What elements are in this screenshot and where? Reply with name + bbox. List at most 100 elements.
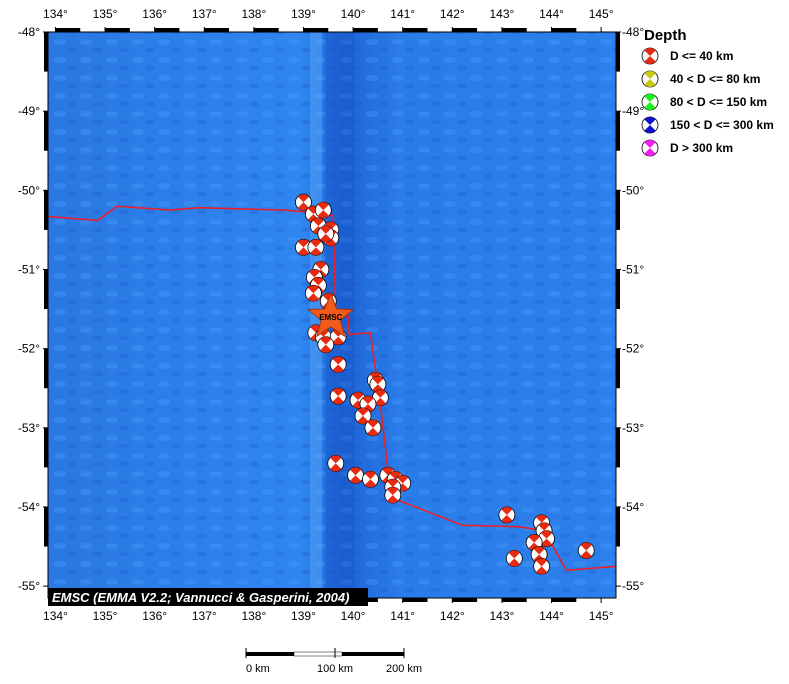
beachball-quadrant xyxy=(364,471,377,480)
lat-label-left: -50° xyxy=(18,183,40,197)
frame-segment-top xyxy=(452,28,478,32)
lat-label-right: -49° xyxy=(622,104,644,118)
beachball-quadrant xyxy=(387,495,399,504)
beachball-quadrant xyxy=(307,285,320,294)
credit-box: EMSC (EMMA V2.2; Vannucci & Gasperini, 2… xyxy=(48,588,368,606)
focal-mechanism xyxy=(354,407,372,425)
focal-mechanism xyxy=(577,542,595,559)
frame-segment-left xyxy=(44,190,48,230)
legend-beachball-quadrant xyxy=(644,79,656,87)
beachball-quadrant xyxy=(349,467,362,476)
lat-label-left: -55° xyxy=(18,579,40,593)
beachball-quadrant xyxy=(332,336,344,345)
focal-mechanism xyxy=(327,455,345,472)
lon-label-bottom: 143° xyxy=(489,609,514,623)
beachball-quadrant xyxy=(538,522,550,531)
frame-segment-top xyxy=(253,28,279,32)
beachball-quadrant xyxy=(397,475,409,484)
focal-mechanism xyxy=(384,486,402,504)
focal-mechanism xyxy=(304,284,322,302)
beachball-quadrant xyxy=(508,558,520,567)
focal-mechanism xyxy=(362,470,379,488)
focal-mechanism xyxy=(329,356,347,373)
beachball-quadrant xyxy=(310,324,322,333)
focal-mechanism xyxy=(329,387,347,405)
legend-beachball-quadrant xyxy=(644,71,656,79)
scale-label-200: 200 km xyxy=(386,663,422,675)
focal-mechanism xyxy=(533,557,550,575)
beachball-quadrant xyxy=(387,479,399,488)
frame-segment-right xyxy=(616,111,620,151)
beachball-quadrant xyxy=(540,530,553,539)
beachball-quadrant xyxy=(317,210,329,219)
beachball-quadrant xyxy=(297,247,310,256)
beachball-quadrant xyxy=(580,542,592,551)
frame-segment-right xyxy=(616,269,620,310)
beachball-quadrant xyxy=(389,471,401,480)
frame-segment-right xyxy=(616,32,620,72)
focal-mechanism xyxy=(295,193,312,211)
beachball-quadrant xyxy=(501,506,513,515)
lat-label-right: -50° xyxy=(622,183,644,197)
latitude-labels-left: -48° -49° -50° -51° -52° -53° -54° -55° xyxy=(18,25,40,593)
beachball-quadrant xyxy=(320,336,332,345)
frame-segment-bottom xyxy=(402,598,428,602)
beachball-quadrant xyxy=(320,344,332,353)
lat-label-left: -49° xyxy=(18,104,40,118)
frame-segment-top xyxy=(501,28,527,32)
focal-mechanism xyxy=(307,238,325,256)
scale-bar: 0 km 100 km 200 km xyxy=(245,648,422,675)
epicenter-star xyxy=(306,291,355,338)
beachball-quadrant xyxy=(332,388,344,397)
frame-segment-top xyxy=(551,28,577,32)
legend-item: 150 < D <= 300 km xyxy=(641,116,774,134)
frame-segment-bottom xyxy=(452,598,478,602)
lon-label-top: 143° xyxy=(489,7,514,21)
beachball-quadrant xyxy=(528,534,540,543)
frame-segment-right xyxy=(616,427,620,468)
lat-label-left: -53° xyxy=(18,421,40,435)
credit-text: EMSC (EMMA V2.2; Vannucci & Gasperini, 2… xyxy=(52,590,349,605)
beachball-quadrant xyxy=(349,475,362,484)
beachball-quadrant xyxy=(508,550,520,559)
beachball-quadrant xyxy=(580,550,592,559)
lon-label-bottom: 134° xyxy=(43,609,68,623)
beachball-quadrant xyxy=(374,389,387,398)
legend-item: 80 < D <= 150 km xyxy=(641,93,767,111)
lon-label-top: 138° xyxy=(241,7,266,21)
lon-label-top: 139° xyxy=(291,7,316,21)
focal-mechanism xyxy=(498,506,516,524)
beachball-quadrant xyxy=(332,356,344,365)
beachball-quadrant xyxy=(317,202,329,211)
legend-beachball-quadrant xyxy=(644,148,656,156)
focal-mechanism xyxy=(295,238,312,256)
lon-label-bottom: 138° xyxy=(241,609,266,623)
frame-segment-top xyxy=(105,28,130,32)
beachball-quadrant xyxy=(320,225,332,234)
lon-label-bottom: 144° xyxy=(539,609,564,623)
beachball-quadrant xyxy=(357,407,369,416)
frame-segment-top xyxy=(353,28,378,32)
legend: Depth D <= 40 km 40 < D <= 80 km 80 < D <=… xyxy=(641,27,774,157)
plate-boundary-line xyxy=(48,205,616,572)
focal-mechanism-layer xyxy=(295,193,595,575)
beachball-quadrant xyxy=(372,376,384,385)
beachball-quadrant xyxy=(307,293,320,302)
lat-label-right: -53° xyxy=(622,421,644,435)
epicenter-label: EMSC xyxy=(319,313,342,322)
beachball-quadrant xyxy=(332,396,344,405)
legend-item: D > 300 km xyxy=(641,139,733,157)
lon-label-top: 136° xyxy=(142,7,167,21)
map-frame: EMSC xyxy=(43,27,621,603)
frame-segment-left xyxy=(44,111,48,151)
lon-label-bottom: 136° xyxy=(142,609,167,623)
latitude-labels-right: -48° -49° -50° -51° -52° -53° -54° -55° xyxy=(622,25,644,593)
lon-label-bottom: 145° xyxy=(589,609,614,623)
longitude-labels-bottom: 134° 135° 136° 137° 138° 139° 140° 141° 142° 143°… xyxy=(43,609,614,623)
beachball-quadrant xyxy=(330,455,342,464)
beachball-quadrant xyxy=(315,261,327,270)
focal-mechanism xyxy=(314,201,332,219)
lat-label-left: -48° xyxy=(18,25,40,39)
legend-item: 40 < D <= 80 km xyxy=(641,70,760,88)
